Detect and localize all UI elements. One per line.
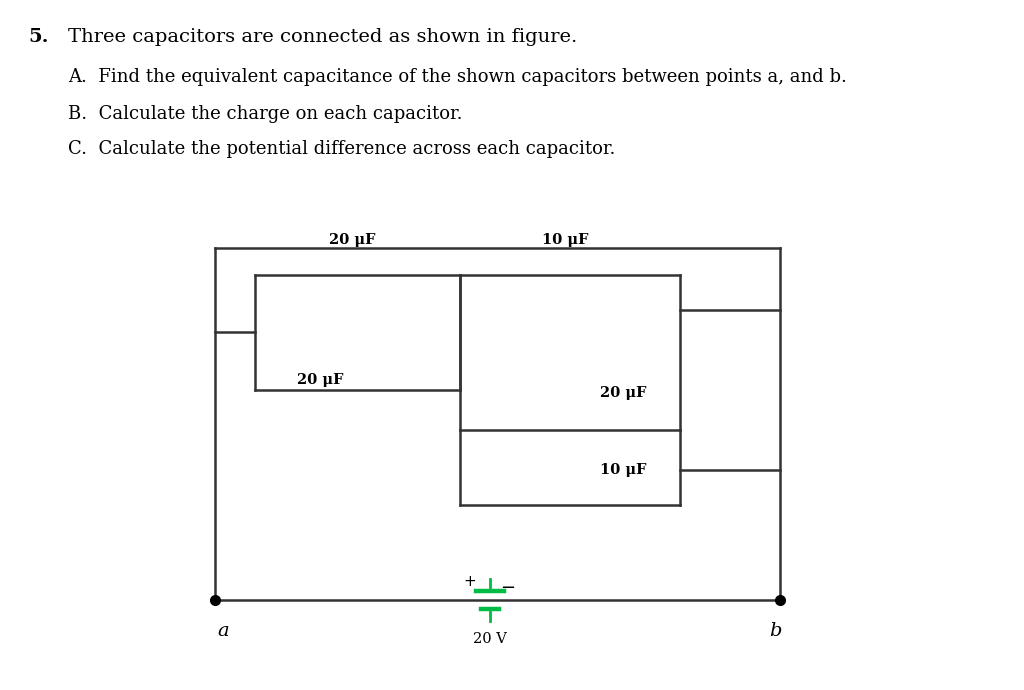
Text: 10 μF: 10 μF bbox=[542, 233, 588, 247]
Text: 20 μF: 20 μF bbox=[600, 386, 646, 400]
Text: +: + bbox=[464, 575, 476, 589]
Text: Three capacitors are connected as shown in figure.: Three capacitors are connected as shown … bbox=[68, 28, 578, 46]
Text: 5.: 5. bbox=[28, 28, 48, 46]
Text: A.  Find the equivalent capacitance of the shown capacitors between points a, an: A. Find the equivalent capacitance of th… bbox=[68, 68, 847, 86]
Text: C.  Calculate the potential difference across each capacitor.: C. Calculate the potential difference ac… bbox=[68, 140, 615, 158]
Text: a: a bbox=[217, 622, 228, 640]
Text: −: − bbox=[501, 579, 515, 597]
Text: 20 μF: 20 μF bbox=[329, 233, 375, 247]
Text: B.  Calculate the charge on each capacitor.: B. Calculate the charge on each capacito… bbox=[68, 105, 463, 123]
Text: 20 μF: 20 μF bbox=[297, 373, 343, 387]
Text: b: b bbox=[769, 622, 781, 640]
Text: 20 V: 20 V bbox=[473, 632, 507, 646]
Text: 10 μF: 10 μF bbox=[600, 463, 646, 477]
